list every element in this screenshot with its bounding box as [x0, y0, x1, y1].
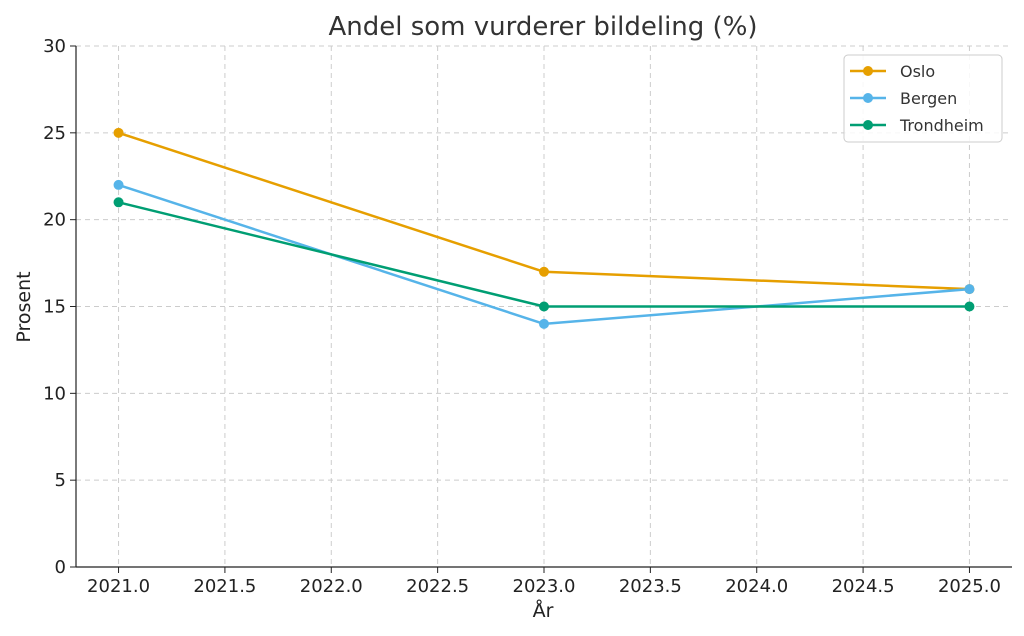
x-tick-label: 2024.5: [832, 576, 895, 597]
y-tick-label: 10: [43, 383, 66, 404]
legend-label-bergen: Bergen: [900, 89, 957, 108]
x-tick-label: 2022.5: [406, 576, 469, 597]
chart-container: Andel som vurderer bildeling (%) 2021.0 2…: [0, 0, 1024, 636]
data-point-bergen: [539, 319, 549, 329]
x-tick-label: 2023.0: [513, 576, 576, 597]
legend-label-trondheim: Trondheim: [899, 116, 984, 135]
y-tick-label: 30: [43, 36, 66, 57]
legend-marker-oslo: [863, 66, 873, 76]
data-point-trondheim: [964, 302, 974, 312]
y-tick-label: 20: [43, 210, 66, 231]
data-point-oslo: [114, 128, 124, 138]
data-point-bergen: [964, 284, 974, 294]
x-tick-label: 2022.0: [300, 576, 363, 597]
legend-marker-trondheim: [863, 120, 873, 130]
data-point-trondheim: [539, 302, 549, 312]
x-tick-label: 2024.0: [725, 576, 788, 597]
y-tick-label: 5: [55, 470, 66, 491]
legend-label-oslo: Oslo: [900, 62, 935, 81]
y-axis-title: Prosent: [13, 271, 35, 342]
data-point-bergen: [114, 180, 124, 190]
line-chart: Andel som vurderer bildeling (%) 2021.0 2…: [0, 0, 1024, 636]
chart-title: Andel som vurderer bildeling (%): [328, 12, 757, 42]
legend: Oslo Bergen Trondheim: [844, 55, 1002, 142]
x-tick-label: 2021.0: [87, 576, 150, 597]
y-tick-label: 15: [43, 297, 66, 318]
x-tick-label: 2023.5: [619, 576, 682, 597]
data-point-oslo: [539, 267, 549, 277]
x-tick-label: 2021.5: [193, 576, 256, 597]
data-point-trondheim: [114, 197, 124, 207]
legend-marker-bergen: [863, 93, 873, 103]
y-tick-label: 25: [43, 123, 66, 144]
x-axis-title: År: [533, 599, 554, 622]
y-tick-label: 0: [55, 557, 66, 578]
x-tick-label: 2025.0: [938, 576, 1001, 597]
